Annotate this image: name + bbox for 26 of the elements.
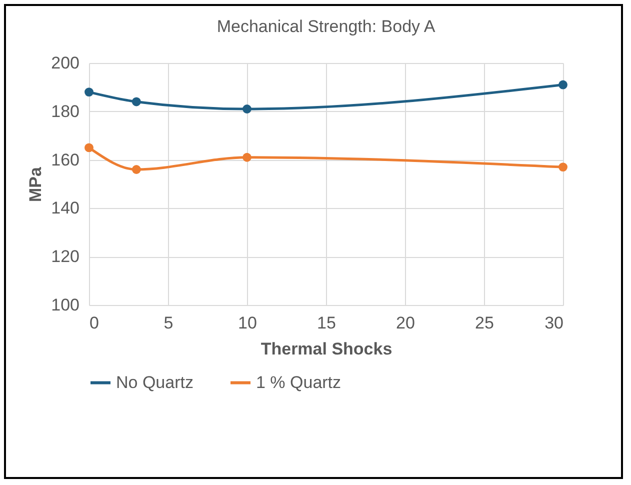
y-tick-label: 120 <box>51 247 80 266</box>
y-tick-label: 160 <box>51 150 80 170</box>
y-tick-label: 200 <box>51 54 80 72</box>
x-tick-label: 5 <box>164 314 174 332</box>
y-tick-label: 140 <box>51 198 80 218</box>
x-tick-label: 10 <box>238 314 257 332</box>
x-tick-label: 0 <box>90 314 99 332</box>
point <box>84 143 94 152</box>
x-tick-label: 25 <box>475 314 494 332</box>
y-tick-label: 100 <box>51 296 80 314</box>
point <box>242 104 252 114</box>
point <box>132 165 141 174</box>
x-axis-title: Thermal Shocks <box>260 340 392 358</box>
y-axis-title: MPa <box>26 166 46 202</box>
point <box>84 88 94 97</box>
point <box>242 152 252 162</box>
x-tick-label: 20 <box>396 314 415 332</box>
point <box>132 97 141 106</box>
x-tick-label: 15 <box>317 314 336 332</box>
y-tick-label: 180 <box>51 102 80 121</box>
legend-label: 1 % Quartz <box>256 372 342 392</box>
chart-title: Mechanical Strength: Body A <box>216 17 436 36</box>
point <box>558 162 568 172</box>
point <box>558 80 568 90</box>
legend-label: No Quartz <box>116 372 194 392</box>
x-tick-label: 30 <box>544 314 564 332</box>
